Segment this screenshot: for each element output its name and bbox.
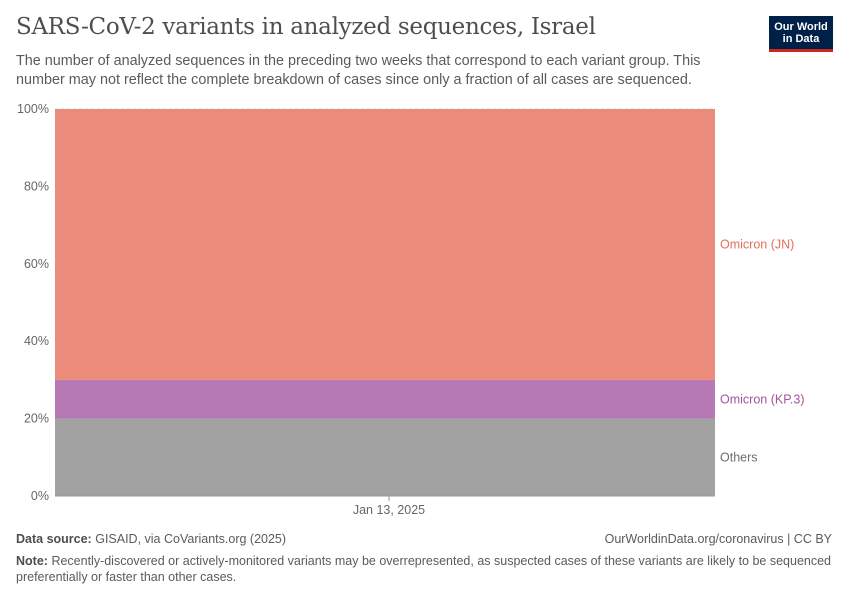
chart-title: SARS-CoV-2 variants in analyzed sequence…	[16, 14, 596, 40]
note-text: Recently-discovered or actively-monitore…	[16, 554, 832, 584]
area-series-1[interactable]	[55, 379, 715, 419]
owid-logo[interactable]: Our World in Data	[769, 16, 833, 52]
y-tick-label: 100%	[17, 102, 49, 116]
x-tick-label: Jan 13, 2025	[353, 503, 425, 517]
data-source-text[interactable]: GISAID, via CoVariants.org (2025)	[95, 532, 287, 546]
footer-source-row: Data source: GISAID, via CoVariants.org …	[16, 532, 832, 546]
y-tick-label: 20%	[24, 412, 49, 426]
area-series	[55, 109, 715, 496]
series-label: Others	[720, 450, 758, 464]
chart-subtitle: The number of analyzed sequences in the …	[16, 53, 701, 88]
y-tick-label: 0%	[31, 489, 49, 503]
logo-line-1: Our World	[774, 21, 828, 33]
data-source-label: Data source:	[16, 532, 92, 546]
series-labels: Others Omicron (KP.3) Omicron (JN)	[720, 237, 805, 464]
license-link[interactable]: OurWorldinData.org/coronavirus | CC BY	[604, 532, 832, 546]
series-label: Omicron (KP.3)	[720, 392, 805, 406]
data-source: Data source: GISAID, via CoVariants.org …	[16, 532, 286, 546]
y-tick-label: 60%	[24, 257, 49, 271]
series-label: Omicron (JN)	[720, 237, 794, 251]
note-label: Note:	[16, 554, 48, 568]
axes: 0% 20% 40% 60% 80% 100% Jan 13, 2025	[17, 102, 715, 517]
logo-line-2: in Data	[782, 33, 820, 45]
y-tick-label: 40%	[24, 334, 49, 348]
footer-note: Note: Recently-discovered or actively-mo…	[16, 553, 832, 585]
area-series-2[interactable]	[55, 109, 715, 380]
y-tick-label: 80%	[24, 179, 49, 193]
area-series-0[interactable]	[55, 418, 715, 496]
